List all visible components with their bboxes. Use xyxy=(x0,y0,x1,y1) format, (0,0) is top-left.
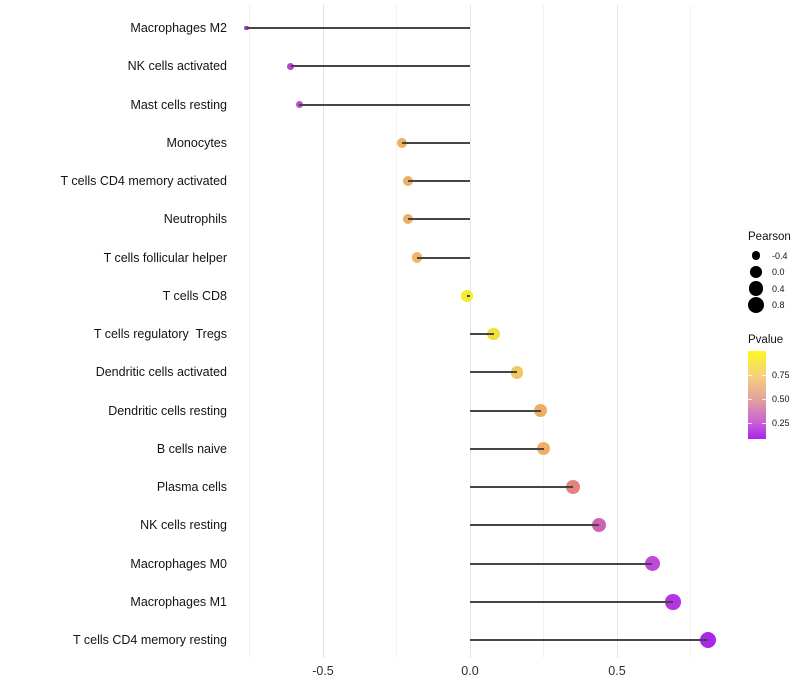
gradient-tick xyxy=(748,375,752,377)
category-label: Macrophages M2 xyxy=(130,21,227,35)
x-tick-label: 0.0 xyxy=(461,664,479,678)
size-legend-key-dot xyxy=(750,266,762,278)
category-label: Neutrophils xyxy=(163,212,227,227)
lollipop-dot xyxy=(411,252,423,263)
gridline-minor xyxy=(543,5,544,658)
lollipop-stem xyxy=(470,333,494,335)
size-legend-title: Pearson xyxy=(748,231,791,243)
category-label: Mast cells resting xyxy=(130,97,227,112)
pvalue-gradient-bar xyxy=(748,351,766,439)
category-label: T cells follicular helper xyxy=(103,250,227,265)
lollipop-dot xyxy=(533,403,548,418)
lollipop-stem xyxy=(470,447,544,450)
category-label: B cells naive xyxy=(156,441,227,456)
color-legend-label: 0.25 xyxy=(772,418,790,429)
size-legend-label: 0.4 xyxy=(772,283,785,294)
lollipop-stem xyxy=(470,409,541,412)
category-label: NK cells resting xyxy=(140,518,227,533)
lollipop-stem xyxy=(470,524,600,527)
lollipop-dot xyxy=(566,480,580,494)
lollipop-stem xyxy=(467,294,470,297)
lollipop-stem xyxy=(470,600,673,603)
lollipop-stem xyxy=(408,180,470,182)
gradient-tick xyxy=(762,375,766,377)
lollipop-stem xyxy=(246,27,470,29)
gridline-major xyxy=(469,5,471,658)
lollipop-dot xyxy=(397,137,408,148)
lollipop-stem xyxy=(470,486,573,488)
category-label: Monocytes xyxy=(166,135,227,150)
lollipop-stem xyxy=(402,141,470,144)
gridline-major xyxy=(322,5,324,658)
lollipop-stem xyxy=(470,371,518,374)
size-legend-label: 0.0 xyxy=(772,267,785,277)
gradient-tick xyxy=(762,398,766,400)
size-legend-key-dot xyxy=(748,281,764,296)
x-tick-label: 0.5 xyxy=(608,664,626,678)
lollipop-stem xyxy=(470,562,653,565)
color-legend-label: 0.75 xyxy=(772,370,790,381)
gridline-minor xyxy=(249,5,250,658)
category-label: T cells CD4 memory resting xyxy=(73,633,227,647)
lollipop-stem xyxy=(470,639,709,641)
category-label: T cells CD8 xyxy=(162,288,227,303)
gridline-major xyxy=(616,5,618,658)
gridline-minor xyxy=(690,5,691,658)
lollipop-stem xyxy=(290,65,470,68)
category-label: Dendritic cells resting xyxy=(108,403,227,418)
color-legend-label: 0.50 xyxy=(772,393,790,404)
lollipop-dot xyxy=(487,327,500,341)
lollipop-stem xyxy=(299,103,470,106)
size-legend-label: -0.4 xyxy=(772,250,788,261)
category-label: Macrophages M1 xyxy=(130,594,227,609)
category-label: Plasma cells xyxy=(156,480,227,494)
gradient-tick xyxy=(748,398,752,400)
category-label: T cells CD4 memory activated xyxy=(60,174,228,188)
x-tick-label: -0.5 xyxy=(312,664,334,678)
category-label: NK cells activated xyxy=(127,59,227,74)
category-label: T cells regulatory Tregs xyxy=(93,327,227,341)
lollipop-stem xyxy=(417,256,470,259)
category-label: Dendritic cells activated xyxy=(95,365,227,380)
gradient-tick xyxy=(762,423,766,425)
size-legend-key-dot xyxy=(747,296,765,314)
size-legend-label: 0.8 xyxy=(772,300,785,310)
lollipop-stem xyxy=(408,218,470,221)
lollipop-dot xyxy=(644,555,660,572)
size-legend-key-dot xyxy=(751,251,761,260)
gridline-minor xyxy=(396,5,397,658)
color-legend-title: Pvalue xyxy=(748,334,784,346)
gradient-tick xyxy=(748,423,752,425)
category-label: Macrophages M0 xyxy=(130,556,227,571)
